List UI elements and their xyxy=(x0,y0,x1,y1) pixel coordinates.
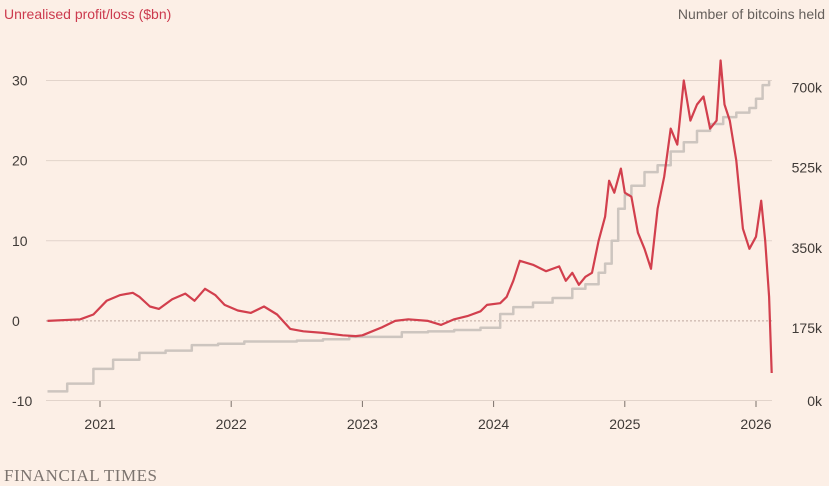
x-tick-label: 2025 xyxy=(609,416,640,432)
x-tick-label: 2024 xyxy=(478,416,509,432)
right-tick-label: 700k xyxy=(792,80,823,96)
x-tick-label: 2023 xyxy=(347,416,378,432)
left-tick-label: 20 xyxy=(12,153,28,169)
right-tick-label: 175k xyxy=(792,320,823,336)
right-axis-title: Number of bitcoins held xyxy=(678,6,825,22)
x-axis-ticks: 2021 2022 2023 2024 2025 2026 xyxy=(84,401,772,432)
x-tick-label: 2022 xyxy=(216,416,247,432)
left-tick-label: 0 xyxy=(12,313,20,329)
x-tick-label: 2026 xyxy=(740,416,771,432)
profit-series-line xyxy=(47,59,773,374)
x-tick-label: 2021 xyxy=(84,416,115,432)
left-tick-label: 30 xyxy=(12,73,28,89)
right-axis-ticks: 0k 175k 350k 525k 700k xyxy=(792,80,823,410)
left-tick-label: 10 xyxy=(12,233,28,249)
right-tick-label: 0k xyxy=(807,393,823,409)
holdings-series-line xyxy=(47,80,771,393)
left-tick-label: -10 xyxy=(12,393,32,409)
left-axis-title: Unrealised profit/loss ($bn) xyxy=(4,6,171,22)
right-tick-label: 525k xyxy=(792,160,823,176)
right-tick-label: 350k xyxy=(792,240,823,256)
gridlines xyxy=(46,80,772,401)
left-axis-ticks: -10 0 10 20 30 xyxy=(12,73,32,410)
source-credit: FINANCIAL TIMES xyxy=(4,466,157,485)
